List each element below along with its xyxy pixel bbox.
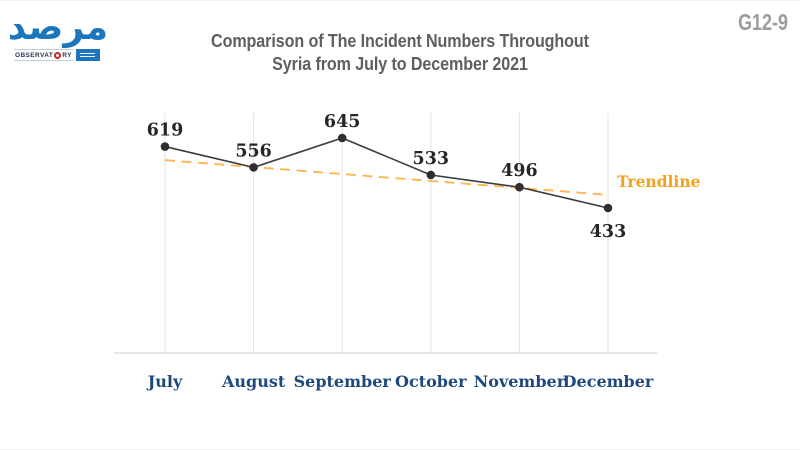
logo-arabic-wordmark: مرصد: [7, 7, 109, 48]
chart-title-line2: Syria from July to December 2021: [272, 52, 528, 74]
observatory-logo: مرصد OBSERVAT RY: [7, 7, 109, 61]
data-point-october: [426, 170, 436, 180]
month-label-august: August: [221, 372, 286, 391]
data-point-august: [249, 163, 258, 172]
month-label-july: July: [146, 372, 183, 391]
month-label-october: October: [395, 372, 467, 391]
value-label-november: 496: [501, 161, 538, 181]
logo-wordmark-row: OBSERVAT RY: [14, 49, 108, 61]
logo-wordmark-post: RY: [62, 51, 72, 59]
logo-target-icon: [54, 51, 62, 59]
logo-arabic-badge: [75, 49, 100, 61]
value-label-september: 645: [324, 112, 361, 132]
month-label-september: September: [294, 372, 392, 391]
month-label-november: November: [474, 372, 566, 391]
chart-title-line1: Comparison of The Incident Numbers Throu…: [211, 30, 589, 51]
value-label-august: 556: [235, 141, 272, 161]
data-point-july: [160, 142, 170, 151]
data-point-november: [515, 182, 524, 192]
logo-wordmark-pre: OBSERVAT: [15, 51, 54, 59]
data-point-september: [337, 133, 347, 143]
chart-title: Comparison of The Incident Numbers Throu…: [52, 30, 748, 75]
value-label-december: 433: [590, 222, 627, 242]
trendline: [164, 159, 603, 196]
value-label-october: 533: [413, 149, 450, 169]
trendline-label: Trendline: [617, 172, 701, 191]
value-label-july: 619: [147, 121, 184, 141]
data-point-december: [603, 203, 613, 213]
logo-wordmark: OBSERVAT RY: [14, 49, 73, 61]
slide-ref-code: G12-9: [738, 9, 788, 35]
incidents-series-line: [164, 137, 609, 209]
month-label-december: December: [563, 372, 654, 391]
